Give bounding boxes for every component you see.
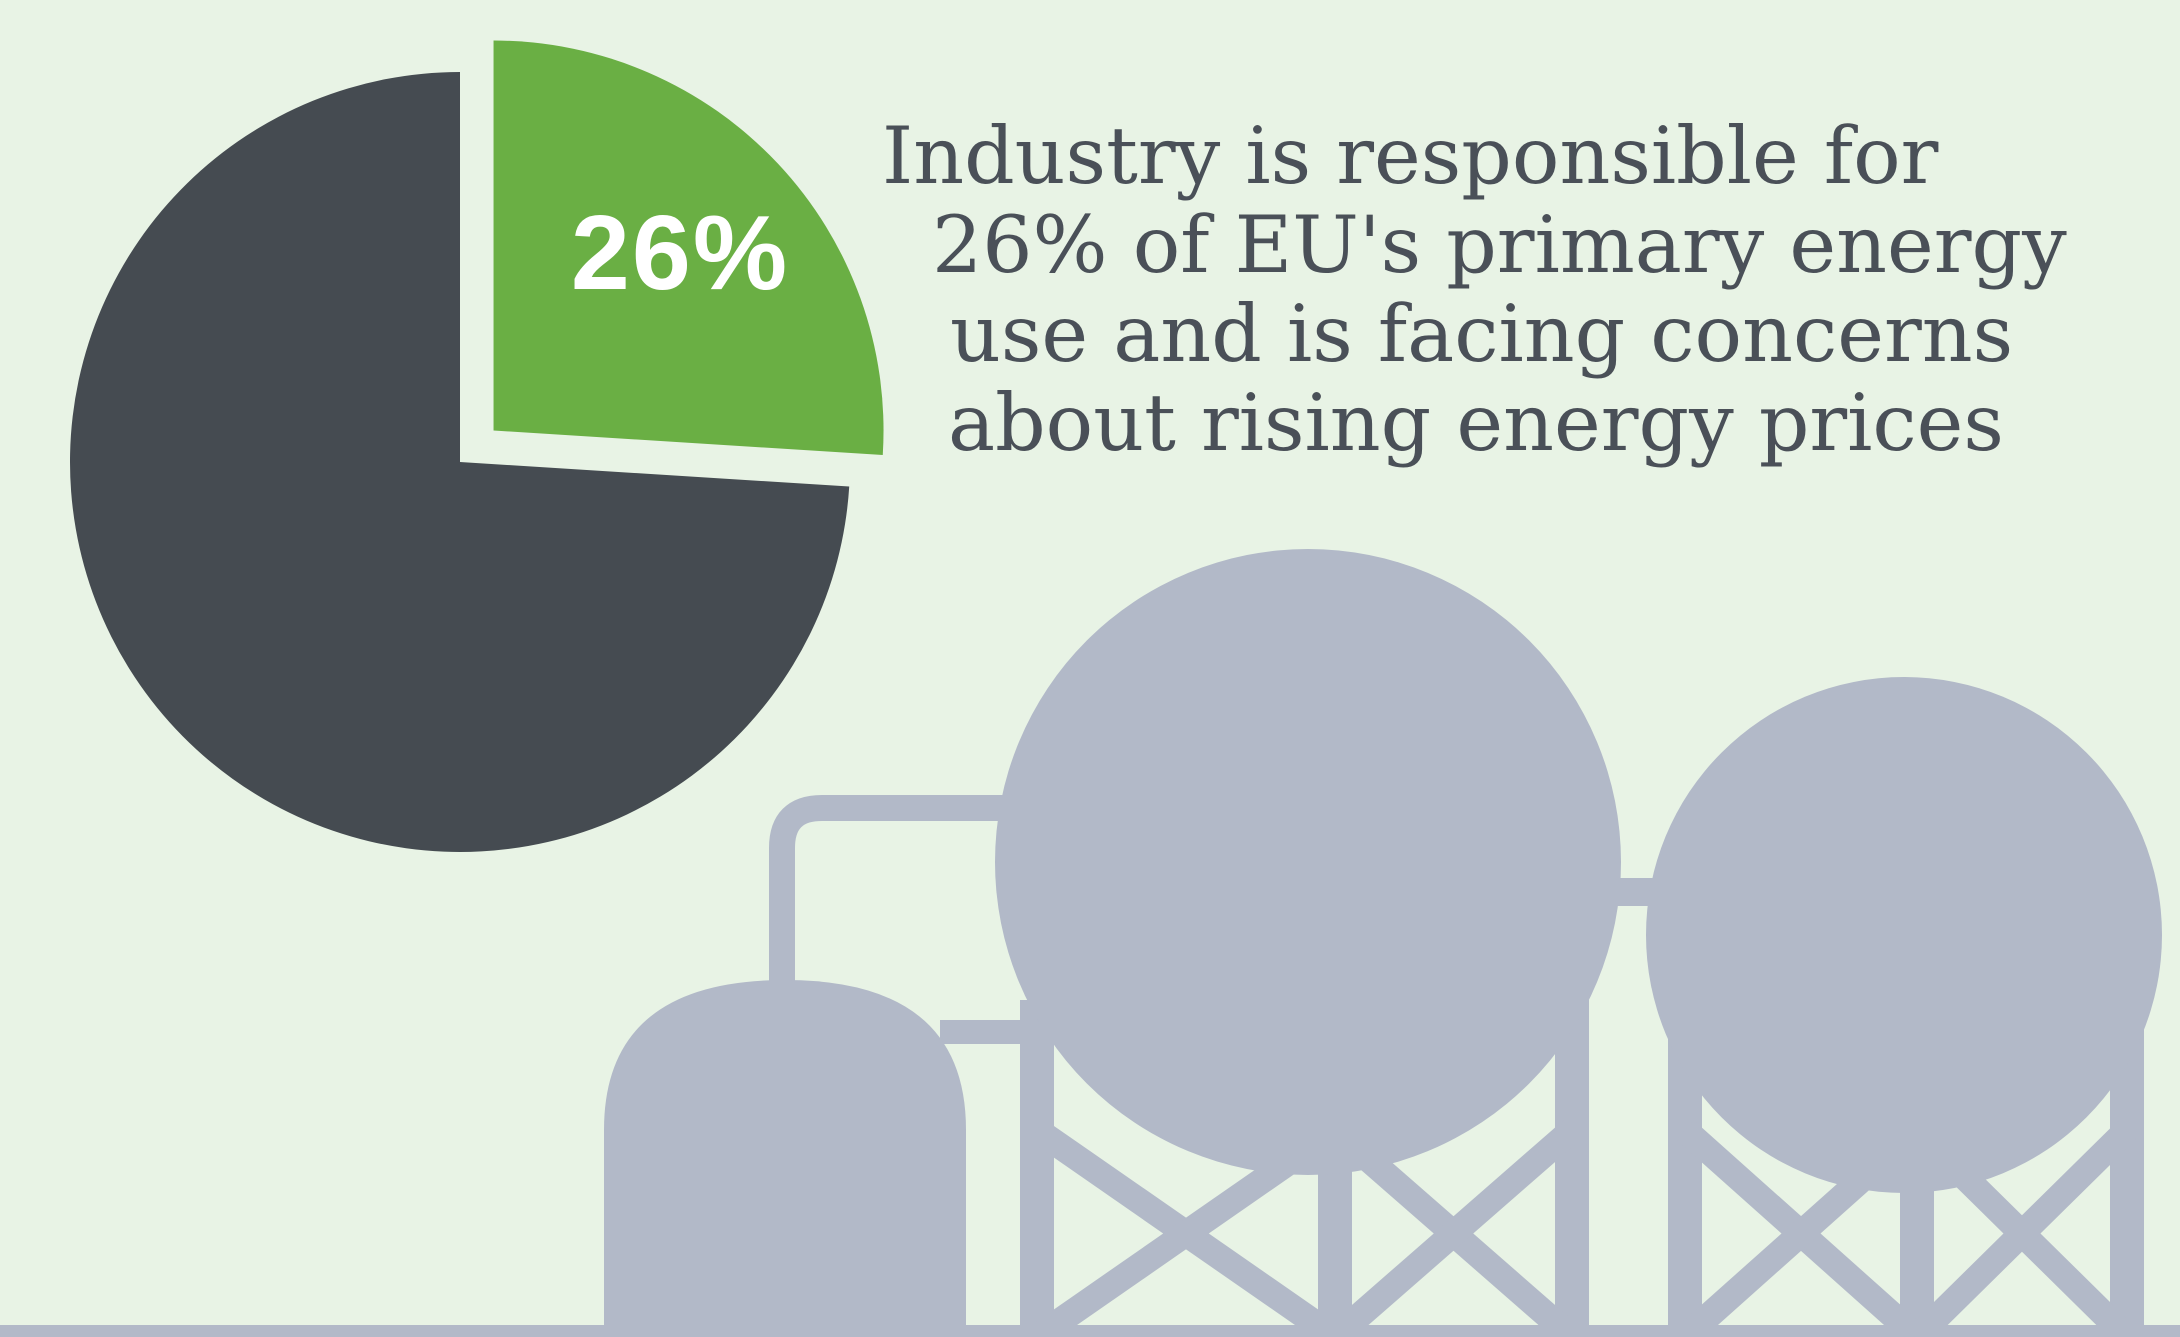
annotation-text: Industry is responsible for 26% of EU's … (870, 112, 2170, 468)
annotation-line: use and is facing concerns (950, 288, 2014, 380)
pipe-beam (940, 1020, 1020, 1044)
pipe (769, 795, 1010, 1000)
industrial-storage-tanks-icon (0, 549, 2180, 1337)
annotation-line: Industry is responsible for (882, 110, 1939, 202)
annotation-line: about rising energy prices (948, 377, 2004, 469)
big-sphere-tank (995, 549, 1621, 1175)
pie-chart (69, 40, 884, 852)
pie-slice-highlight (493, 40, 884, 455)
small-tank (604, 980, 966, 1337)
ground-line (0, 1325, 2180, 1337)
pie-data-label: 26% (570, 194, 790, 312)
annotation-line: 26% of EU's primary energy (932, 199, 2067, 291)
right-sphere-tank (1646, 677, 2162, 1193)
pie-slice-remainder (69, 72, 850, 852)
